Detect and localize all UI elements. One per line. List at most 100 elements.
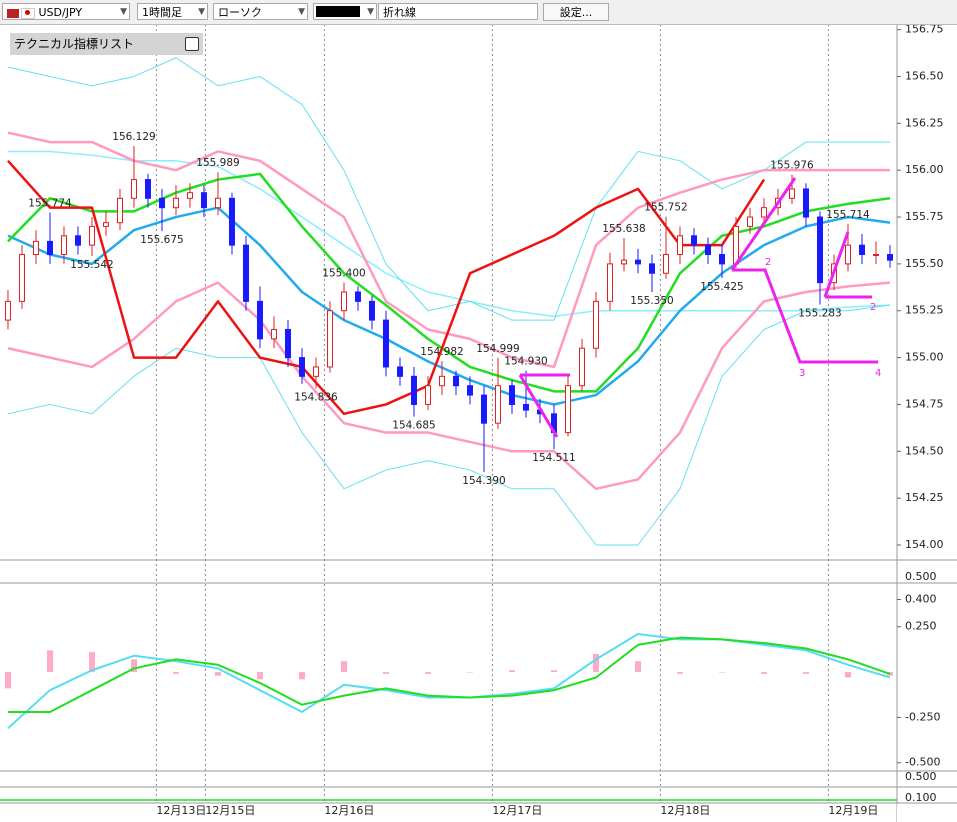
price-annotation: 155.989 [196,157,239,169]
candle-body [592,300,599,349]
histogram-bar [760,672,767,674]
histogram-bar [340,661,347,673]
timeframe-select[interactable]: 1時間足 ▼ [137,3,208,20]
x-tick-label: 12月19日 [828,804,878,817]
pattern-label: 2 [870,302,876,313]
histogram-bar [508,670,515,673]
style-select[interactable]: ローソク ▼ [213,3,308,20]
price-annotation: 155.638 [602,223,645,235]
candle-body [620,259,627,265]
candle-body [46,240,53,256]
pattern-line [823,231,850,298]
candle-body [410,375,417,405]
timeframe-text: 1時間足 [142,6,182,19]
candle-body [522,403,529,411]
candle-body [340,291,347,312]
histogram-bar [634,661,641,673]
x-tick-label: 12月17日 [492,804,542,817]
candle-body [116,197,123,224]
y-tick-label: 156.50 [905,69,944,82]
candle-body [200,192,207,209]
histogram-bar [676,672,683,674]
price-annotation: 154.511 [532,452,575,464]
color-swatch [316,6,360,17]
y-tick-label: 154.75 [905,397,944,410]
histogram-bar [844,672,851,678]
y-tick-label: -0.500 [905,756,940,769]
histogram-bar [172,672,179,674]
line-style-box[interactable]: 折れ線 [378,3,538,20]
candle-body [732,225,739,265]
price-annotation: 155.400 [322,268,365,280]
candle-body [438,375,445,387]
indicator-line [7,150,891,318]
pattern-label: 2 [765,257,771,268]
candle-body [508,385,515,405]
candle-body [564,385,571,434]
histogram-bar [550,670,557,673]
indicator-line [7,57,890,321]
x-tick-label: 12月13日 [156,804,206,817]
y-tick-label: -0.250 [905,710,940,723]
axis-label: 0.500 [905,570,937,583]
plot-background [0,24,897,822]
histogram-bar [256,672,263,680]
x-tick-label: 12月16日 [324,804,374,817]
candle-body [214,197,221,209]
candle-body [788,188,795,199]
candle-body [32,240,39,256]
y-tick-label: 155.50 [905,257,944,270]
price-annotation: 155.976 [770,160,814,172]
flag-icon [21,7,35,19]
dropdown-arrow: ▼ [120,7,127,17]
y-tick-label: 154.25 [905,491,944,504]
histogram-bar [424,672,431,674]
histogram-bar [130,659,137,673]
symbol-text: USD/JPY [38,6,83,19]
y-tick-label: 154.00 [905,538,944,551]
histogram-bar [4,672,11,689]
candle-body [326,310,333,368]
histogram-bar [46,650,53,673]
corner [897,804,957,822]
axis-label: 0.100 [905,791,937,804]
candle-body [858,244,865,256]
y-tick-label: 155.75 [905,210,944,223]
y-tick-label: 155.00 [905,351,944,364]
candle-body [270,328,277,340]
candle-body [60,235,67,256]
x-tick-label: 12月18日 [660,804,710,817]
indicator-panel[interactable]: テクニカル指標リスト [10,33,203,55]
price-annotation: 155.542 [70,259,113,271]
candle-body [158,197,165,209]
settings-button[interactable]: 設定... [543,3,609,21]
candle-body [466,385,473,396]
candle-body [424,385,431,405]
panel-button[interactable] [185,37,199,51]
candle-body [578,347,585,387]
y-tick-label: 155.25 [905,304,944,317]
candle-body [18,254,25,302]
candle-body [816,216,823,284]
color-select[interactable]: ▼ [313,3,377,20]
candle-body [298,357,305,377]
price-annotation: 155.752 [644,202,687,214]
y-tick-label: 156.00 [905,163,944,176]
histogram-bar [382,672,389,674]
symbol-select[interactable]: USD/JPY ▼ [2,3,130,20]
price-annotation: 155.283 [798,308,841,320]
style-text: ローソク [218,6,262,19]
candle-body [760,207,767,218]
candle-body [872,254,879,257]
y-tick-label: 0.400 [905,593,937,606]
candle-body [354,291,361,302]
histogram-bar [802,672,809,674]
candle-body [802,188,809,218]
candle-body [718,254,725,265]
indicator-line [7,304,891,546]
dropdown-arrow: ▼ [298,7,305,17]
y-tick-label: 156.25 [905,116,944,129]
histogram-bar [298,672,305,680]
candle-body [480,394,487,424]
indicator-line [7,281,891,491]
